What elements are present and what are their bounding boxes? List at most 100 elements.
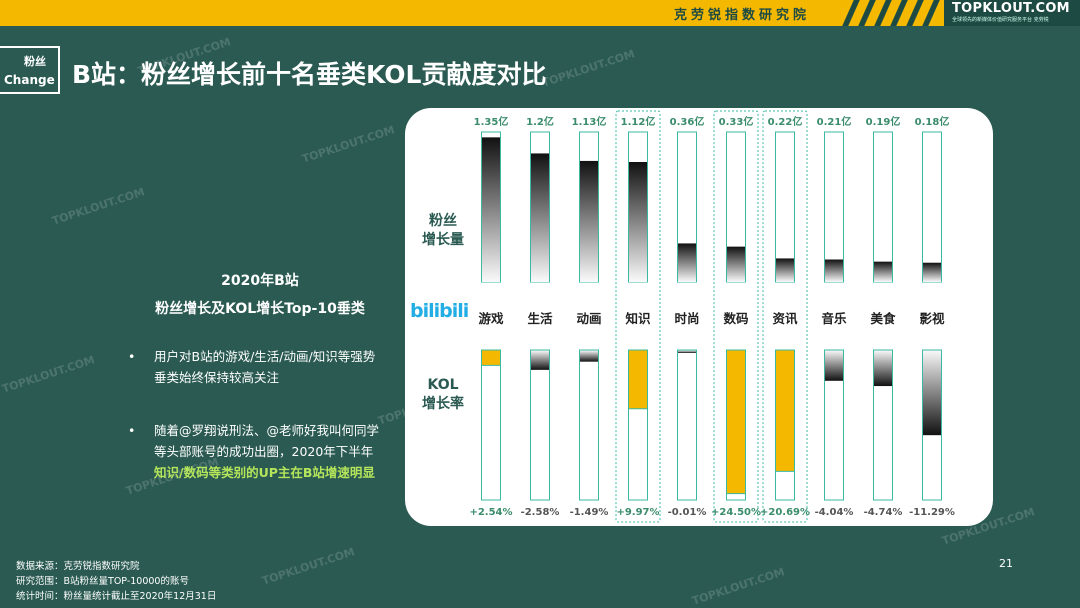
- top-bar: 克劳锐指数研究院 TOPKLOUT.COM 全球领先的新媒体价值研究服务平台 克…: [0, 0, 1080, 26]
- fans-bar: [727, 246, 745, 282]
- kol-value-label: -2.58%: [521, 507, 560, 518]
- brand-logo: TOPKLOUT.COM 全球领先的新媒体价值研究服务平台 克劳锐: [944, 0, 1080, 26]
- bullet-dot: •: [128, 423, 136, 438]
- kol-bar-frame: [824, 349, 844, 501]
- fans-bar-frame: [922, 131, 942, 283]
- highlight-frame: [762, 110, 808, 523]
- bullet-text: 用户对B站的游戏/生活/动画/知识等强势垂类始终保持较高关注: [154, 349, 376, 385]
- watermark: TOPKLOUT.COM: [50, 185, 147, 228]
- kol-value-label: +20.69%: [760, 507, 810, 518]
- fans-value-label: 0.19亿: [866, 115, 901, 128]
- footer-time: 统计时间：粉丝量统计截止至2020年12月31日: [16, 591, 217, 602]
- decor-stripes: [830, 0, 940, 26]
- kol-bar: [580, 350, 598, 362]
- fans-label-line1: 粉丝: [429, 213, 457, 229]
- category-label: 数码: [722, 311, 748, 326]
- category-label: 知识: [624, 311, 651, 326]
- watermark: TOPKLOUT.COM: [300, 123, 397, 166]
- fans-bar: [629, 162, 647, 282]
- fans-bar-frame: [873, 131, 893, 283]
- category-label: 生活: [527, 311, 553, 326]
- watermark: TOPKLOUT.COM: [0, 353, 97, 396]
- category-label: 动画: [576, 311, 601, 326]
- kol-value-label: -4.04%: [815, 507, 854, 518]
- bullet-text-main: 随着@罗翔说刑法、@老师好我叫何同学等头部账号的成功出圈，2020年下半年: [154, 423, 380, 459]
- category-label: 时尚: [674, 311, 699, 326]
- highlight-frame: [713, 110, 759, 523]
- highlight-frame: [615, 110, 661, 523]
- kol-bar-frame: [481, 349, 501, 501]
- brand-name: TOPKLOUT.COM: [952, 1, 1070, 16]
- category-label: 音乐: [821, 311, 847, 326]
- chart-panel: 粉丝 增长量 bilibili KOL 增长率 1.35亿游戏 +2.54% 1.2…: [405, 108, 993, 526]
- page-number: 21: [999, 557, 1013, 570]
- category-label: 影视: [919, 311, 945, 326]
- section-badge: 粉丝 Change: [0, 46, 60, 94]
- kol-label-line2: 增长率: [422, 396, 464, 412]
- watermark: TOPKLOUT.COM: [540, 47, 637, 90]
- page-title: B站：粉丝增长前十名垂类KOL贡献度对比: [72, 60, 547, 89]
- fans-value-label: 1.35亿: [474, 115, 509, 128]
- kol-value-label: -4.74%: [864, 507, 903, 518]
- bullet-text-highlight: 知识/数码等类别的UP主在B站增速明显: [154, 465, 375, 480]
- fans-bar: [531, 153, 549, 282]
- kol-label-line1: KOL: [427, 377, 459, 393]
- footer-source: 数据来源：克劳锐指数研究院: [16, 561, 140, 572]
- category-label: 美食: [870, 311, 896, 326]
- footer-scope: 研究范围：B站粉丝量TOP-10000的账号: [16, 576, 189, 587]
- fans-value-label: 1.2亿: [526, 115, 554, 128]
- kol-bar: [678, 350, 696, 353]
- fans-label-line2: 增长量: [422, 232, 464, 248]
- watermark: TOPKLOUT.COM: [690, 565, 787, 608]
- fans-value-label: 0.33亿: [719, 115, 754, 128]
- bullet-1: • 用户对B站的游戏/生活/动画/知识等强势垂类始终保持较高关注: [128, 346, 375, 390]
- kol-bar: [874, 350, 892, 387]
- kol-bar-frame: [677, 349, 697, 501]
- kol-bar-frame: [579, 349, 599, 501]
- kol-value-label: +24.50%: [711, 507, 761, 518]
- category-label: 资讯: [772, 311, 798, 326]
- fans-bar: [874, 261, 892, 282]
- fans-value-label: 0.18亿: [915, 115, 950, 128]
- kol-bar: [531, 350, 549, 370]
- kol-row-label: KOL 增长率: [413, 376, 473, 414]
- kol-bar: [923, 350, 941, 436]
- fans-bar: [580, 160, 598, 282]
- badge-line1: 粉丝: [24, 55, 46, 68]
- watermark: TOPKLOUT.COM: [260, 545, 357, 588]
- kol-bar-frame: [530, 349, 550, 501]
- fans-value-label: 0.22亿: [768, 115, 803, 128]
- kol-bar: [727, 350, 745, 494]
- bullet-2: • 随着@罗翔说刑法、@老师好我叫何同学等头部账号的成功出圈，2020年下半年知…: [128, 420, 379, 508]
- kol-bar: [629, 350, 647, 409]
- bullet-text: 随着@罗翔说刑法、@老师好我叫何同学等头部账号的成功出圈，2020年下半年知识/…: [154, 420, 379, 483]
- kol-bar: [825, 350, 843, 381]
- fans-value-label: 1.13亿: [572, 115, 607, 128]
- left-heading-1: 2020年B站: [221, 273, 299, 289]
- category-label: 游戏: [478, 311, 504, 326]
- fans-bar: [482, 137, 500, 282]
- fans-value-label: 1.12亿: [621, 115, 656, 128]
- fans-bar: [678, 243, 696, 282]
- kol-bar: [776, 350, 794, 472]
- fans-bar: [923, 262, 941, 282]
- kol-value-label: -0.01%: [668, 507, 707, 518]
- fans-bar: [776, 258, 794, 282]
- kol-bar-frame: [873, 349, 893, 501]
- bilibili-logo: bilibili: [410, 300, 469, 322]
- bullet-dot: •: [128, 349, 136, 364]
- kol-value-label: +9.97%: [616, 507, 659, 518]
- badge-line2: Change: [4, 73, 55, 87]
- org-name: 克劳锐指数研究院: [673, 8, 810, 23]
- fans-value-label: 0.21亿: [817, 115, 852, 128]
- fans-bar: [825, 259, 843, 282]
- kol-value-label: -11.29%: [909, 507, 955, 518]
- kol-bar: [482, 350, 500, 366]
- left-heading-2: 粉丝增长及KOL增长Top-10垂类: [155, 301, 365, 317]
- fans-row-label: 粉丝 增长量: [413, 212, 473, 250]
- fans-value-label: 0.36亿: [670, 115, 705, 128]
- kol-value-label: +2.54%: [469, 507, 512, 518]
- brand-tagline: 全球领先的新媒体价值研究服务平台 克劳锐: [952, 17, 1049, 23]
- kol-value-label: -1.49%: [570, 507, 609, 518]
